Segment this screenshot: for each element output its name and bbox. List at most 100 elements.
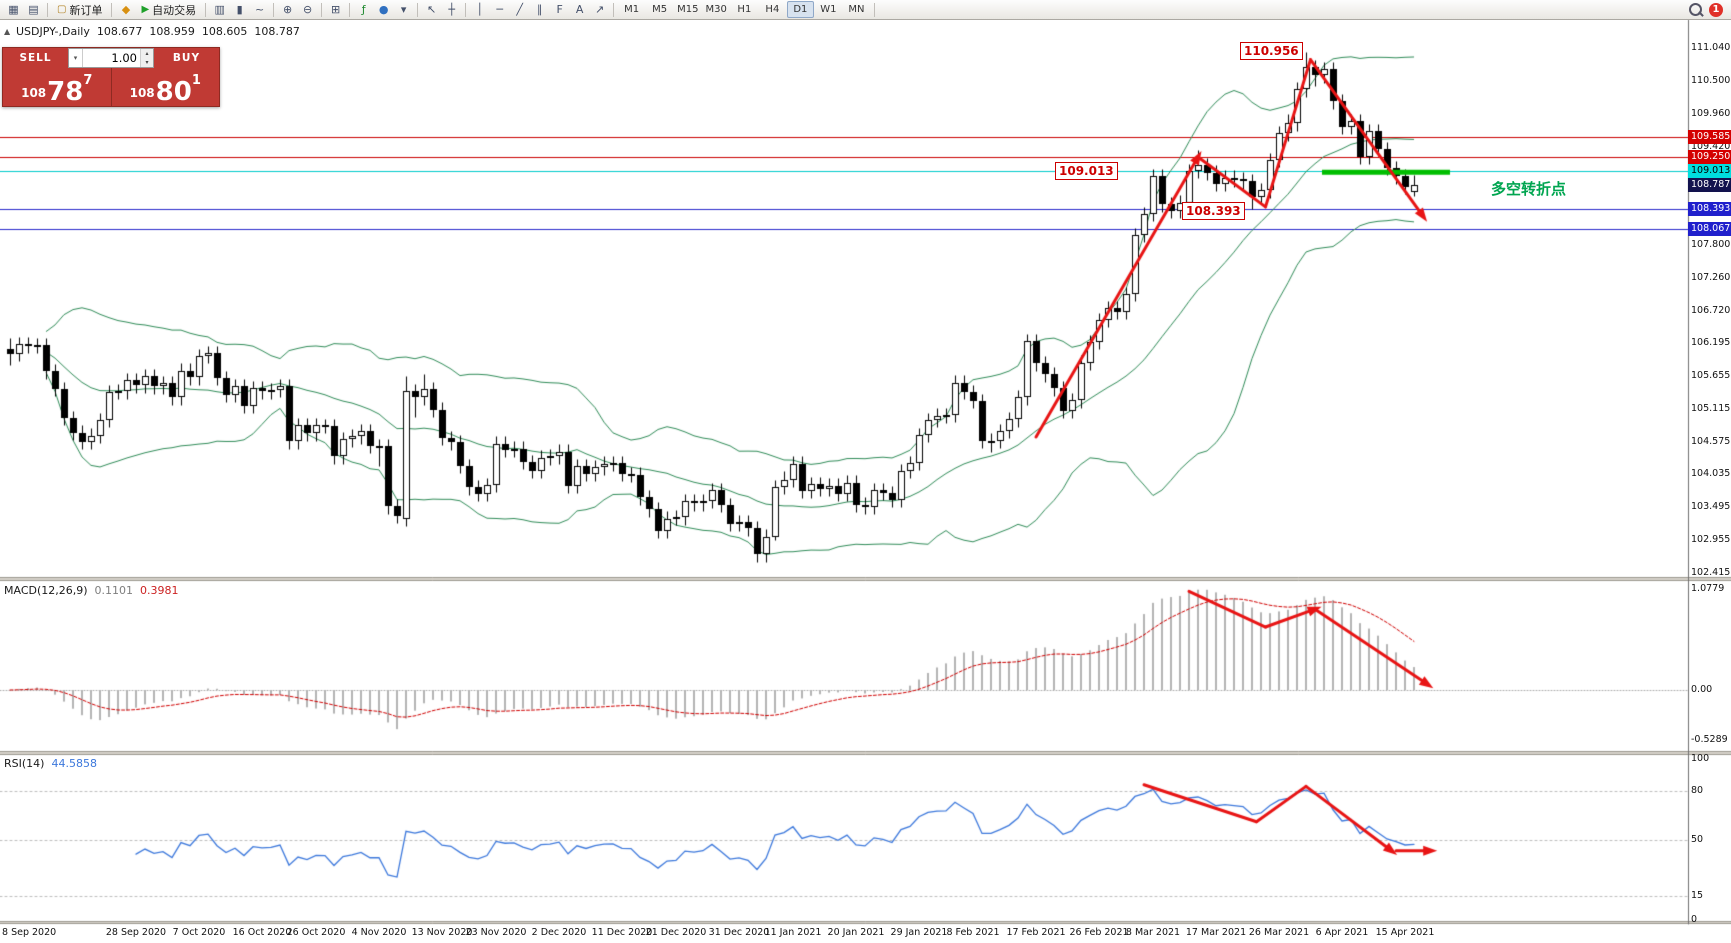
- date-axis-label: 8 Mar 2021: [1125, 927, 1181, 938]
- volume-up-button[interactable]: ▴: [141, 49, 153, 58]
- volume-preset-dropdown[interactable]: ▾: [69, 49, 83, 67]
- rsi-scale-label: 100: [1691, 753, 1710, 764]
- crosshair-icon[interactable]: ┼: [448, 3, 455, 16]
- date-axis-label: 2 Dec 2020: [531, 927, 587, 938]
- date-axis-label: 7 Oct 2020: [172, 927, 226, 938]
- buy-button[interactable]: 108 80 1: [112, 68, 220, 106]
- arrows-icon[interactable]: ↗: [595, 3, 605, 16]
- channel-icon[interactable]: ∥: [536, 3, 543, 16]
- timeframe-m30[interactable]: M30: [705, 4, 727, 15]
- timeframe-d1[interactable]: D1: [786, 1, 814, 18]
- autotrade-button[interactable]: ▶ 自动交易: [136, 1, 201, 18]
- timeframe-w1[interactable]: W1: [820, 4, 837, 15]
- date-axis-label: 4 Nov 2020: [351, 927, 407, 938]
- price-scale-label: 107.800: [1691, 239, 1731, 251]
- toolbar-left-group: ▦ ▤ ▢ 新订单 ◆ ▶ 自动交易 ▥ ▮ ~ ⊕ ⊖ ⊞ ƒ ● ▾ ↖ ┼ │ ─ ╱ ∥ F A ↗ M1 M5 M15 M30…: [4, 1, 878, 18]
- price-annotation-pivot[interactable]: 109.013: [1055, 162, 1118, 180]
- price-scale-label: 105.655: [1691, 369, 1731, 381]
- date-axis-label: 28 Sep 2020: [105, 927, 167, 938]
- toolbar-separator: [321, 2, 323, 17]
- rsi-scale-label: 80: [1691, 785, 1704, 797]
- price-scale-label: 111.040: [1691, 42, 1731, 53]
- date-axis-label: 17 Feb 2021: [1006, 927, 1066, 938]
- date-axis-label: 20 Jan 2021: [827, 927, 885, 938]
- toolbar-separator: [273, 2, 275, 17]
- date-axis-label: 31 Dec 2020: [708, 927, 770, 938]
- clock-icon[interactable]: ●: [378, 3, 389, 16]
- horizontal-line-icon[interactable]: ─: [496, 3, 503, 16]
- macd-signal-value: 0.3981: [140, 584, 179, 597]
- tile-windows-icon[interactable]: ⊞: [331, 3, 341, 16]
- volume-stepper: ▴ ▾: [140, 49, 153, 67]
- timeframe-m5[interactable]: M5: [652, 4, 668, 15]
- bar-high-value: 108.959: [149, 25, 195, 38]
- rsi-title: RSI(14): [4, 757, 45, 770]
- indicators-icon[interactable]: ƒ: [361, 3, 366, 16]
- price-annotation-high[interactable]: 110.956: [1240, 42, 1303, 60]
- date-axis-label: 16 Oct 2020: [232, 927, 292, 938]
- notification-badge[interactable]: 1: [1709, 2, 1723, 17]
- price-scale-label: 105.115: [1691, 402, 1731, 414]
- price-scale-label: 102.415: [1691, 567, 1731, 578]
- sell-price-big: 78: [47, 77, 84, 107]
- date-axis-label: 29 Jan 2021: [890, 927, 948, 938]
- fibonacci-icon[interactable]: F: [556, 3, 563, 16]
- macd-title: MACD(12,26,9): [4, 584, 88, 597]
- autotrade-label: 自动交易: [152, 3, 197, 17]
- toolbar-separator: [205, 2, 207, 17]
- toolbar-separator: [349, 2, 351, 17]
- rsi-scale-label: 50: [1691, 833, 1704, 845]
- price-annotation-support[interactable]: 108.393: [1182, 202, 1245, 220]
- sell-button[interactable]: 108 78 7: [3, 68, 111, 106]
- date-axis-label: 26 Feb 2021: [1069, 927, 1129, 938]
- date-axis[interactable]: 8 Sep 2020 28 Sep 2020 7 Oct 2020 16 Oct 20…: [0, 924, 1688, 943]
- timeframe-m1[interactable]: M1: [624, 4, 640, 15]
- text-icon[interactable]: A: [575, 3, 584, 16]
- line-chart-icon[interactable]: ~: [255, 3, 265, 16]
- candle-chart-icon[interactable]: ▮: [236, 3, 243, 16]
- turning-point-note[interactable]: 多空转折点: [1491, 180, 1567, 198]
- bar-close-value: 108.787: [254, 25, 300, 38]
- timeframe-m15[interactable]: M15: [677, 4, 699, 15]
- volume-down-button[interactable]: ▾: [141, 58, 153, 67]
- one-click-toggle-icon[interactable]: ▲: [4, 27, 11, 36]
- rsi-pane-label: RSI(14) 44.5858: [4, 757, 97, 770]
- rsi-value: 44.5858: [51, 757, 97, 770]
- date-axis-label: 13 Nov 2020: [411, 927, 473, 938]
- symbol-period-label: USDJPY-,Daily: [16, 25, 90, 38]
- price-scale-label: 104.035: [1691, 468, 1731, 480]
- search-icon[interactable]: [1689, 3, 1702, 16]
- bar-chart-icon[interactable]: ▥: [214, 3, 225, 16]
- vertical-line-icon[interactable]: │: [476, 3, 483, 16]
- zoom-in-icon[interactable]: ⊕: [283, 3, 293, 16]
- date-axis-label: 26 Mar 2021: [1248, 927, 1310, 938]
- date-axis-label: 8 Sep 2020: [2, 927, 57, 938]
- chart-profiles-icon[interactable]: ▤: [28, 3, 39, 16]
- price-tag: 108.393: [1688, 202, 1731, 217]
- templates-icon[interactable]: ▾: [400, 3, 407, 16]
- toolbar-separator: [465, 2, 467, 17]
- trendline-icon[interactable]: ╱: [516, 3, 523, 16]
- sell-button-label[interactable]: SELL: [19, 52, 52, 64]
- timeframe-mn[interactable]: MN: [848, 4, 865, 15]
- timeframe-h1[interactable]: H1: [737, 4, 752, 15]
- new-order-button[interactable]: ▢ 新订单: [52, 1, 107, 18]
- macd-scale-label: -0.5289: [1691, 733, 1728, 745]
- price-scale-label: 109.420: [1691, 140, 1731, 152]
- buy-button-label[interactable]: BUY: [172, 52, 201, 64]
- new-chart-icon[interactable]: ▦: [8, 3, 19, 16]
- metaeditor-icon[interactable]: ◆: [121, 3, 131, 16]
- price-scale[interactable]: 111.040 110.500 109.960 109.420 107.800 107.2…: [1688, 20, 1731, 925]
- date-axis-label: 11 Jan 2021: [764, 927, 822, 938]
- price-scale-label: 106.195: [1691, 336, 1731, 348]
- timeframe-h4[interactable]: H4: [765, 4, 780, 15]
- price-scale-label: 109.960: [1691, 107, 1731, 119]
- volume-input[interactable]: 1.00: [111, 51, 137, 65]
- price-tag: 108.067: [1688, 221, 1731, 236]
- cursor-icon[interactable]: ↖: [427, 3, 437, 16]
- bar-open-value: 108.677: [96, 25, 143, 38]
- price-tag: 109.250: [1688, 149, 1731, 164]
- zoom-out-icon[interactable]: ⊖: [303, 3, 313, 16]
- price-scale-label: 103.495: [1691, 501, 1731, 513]
